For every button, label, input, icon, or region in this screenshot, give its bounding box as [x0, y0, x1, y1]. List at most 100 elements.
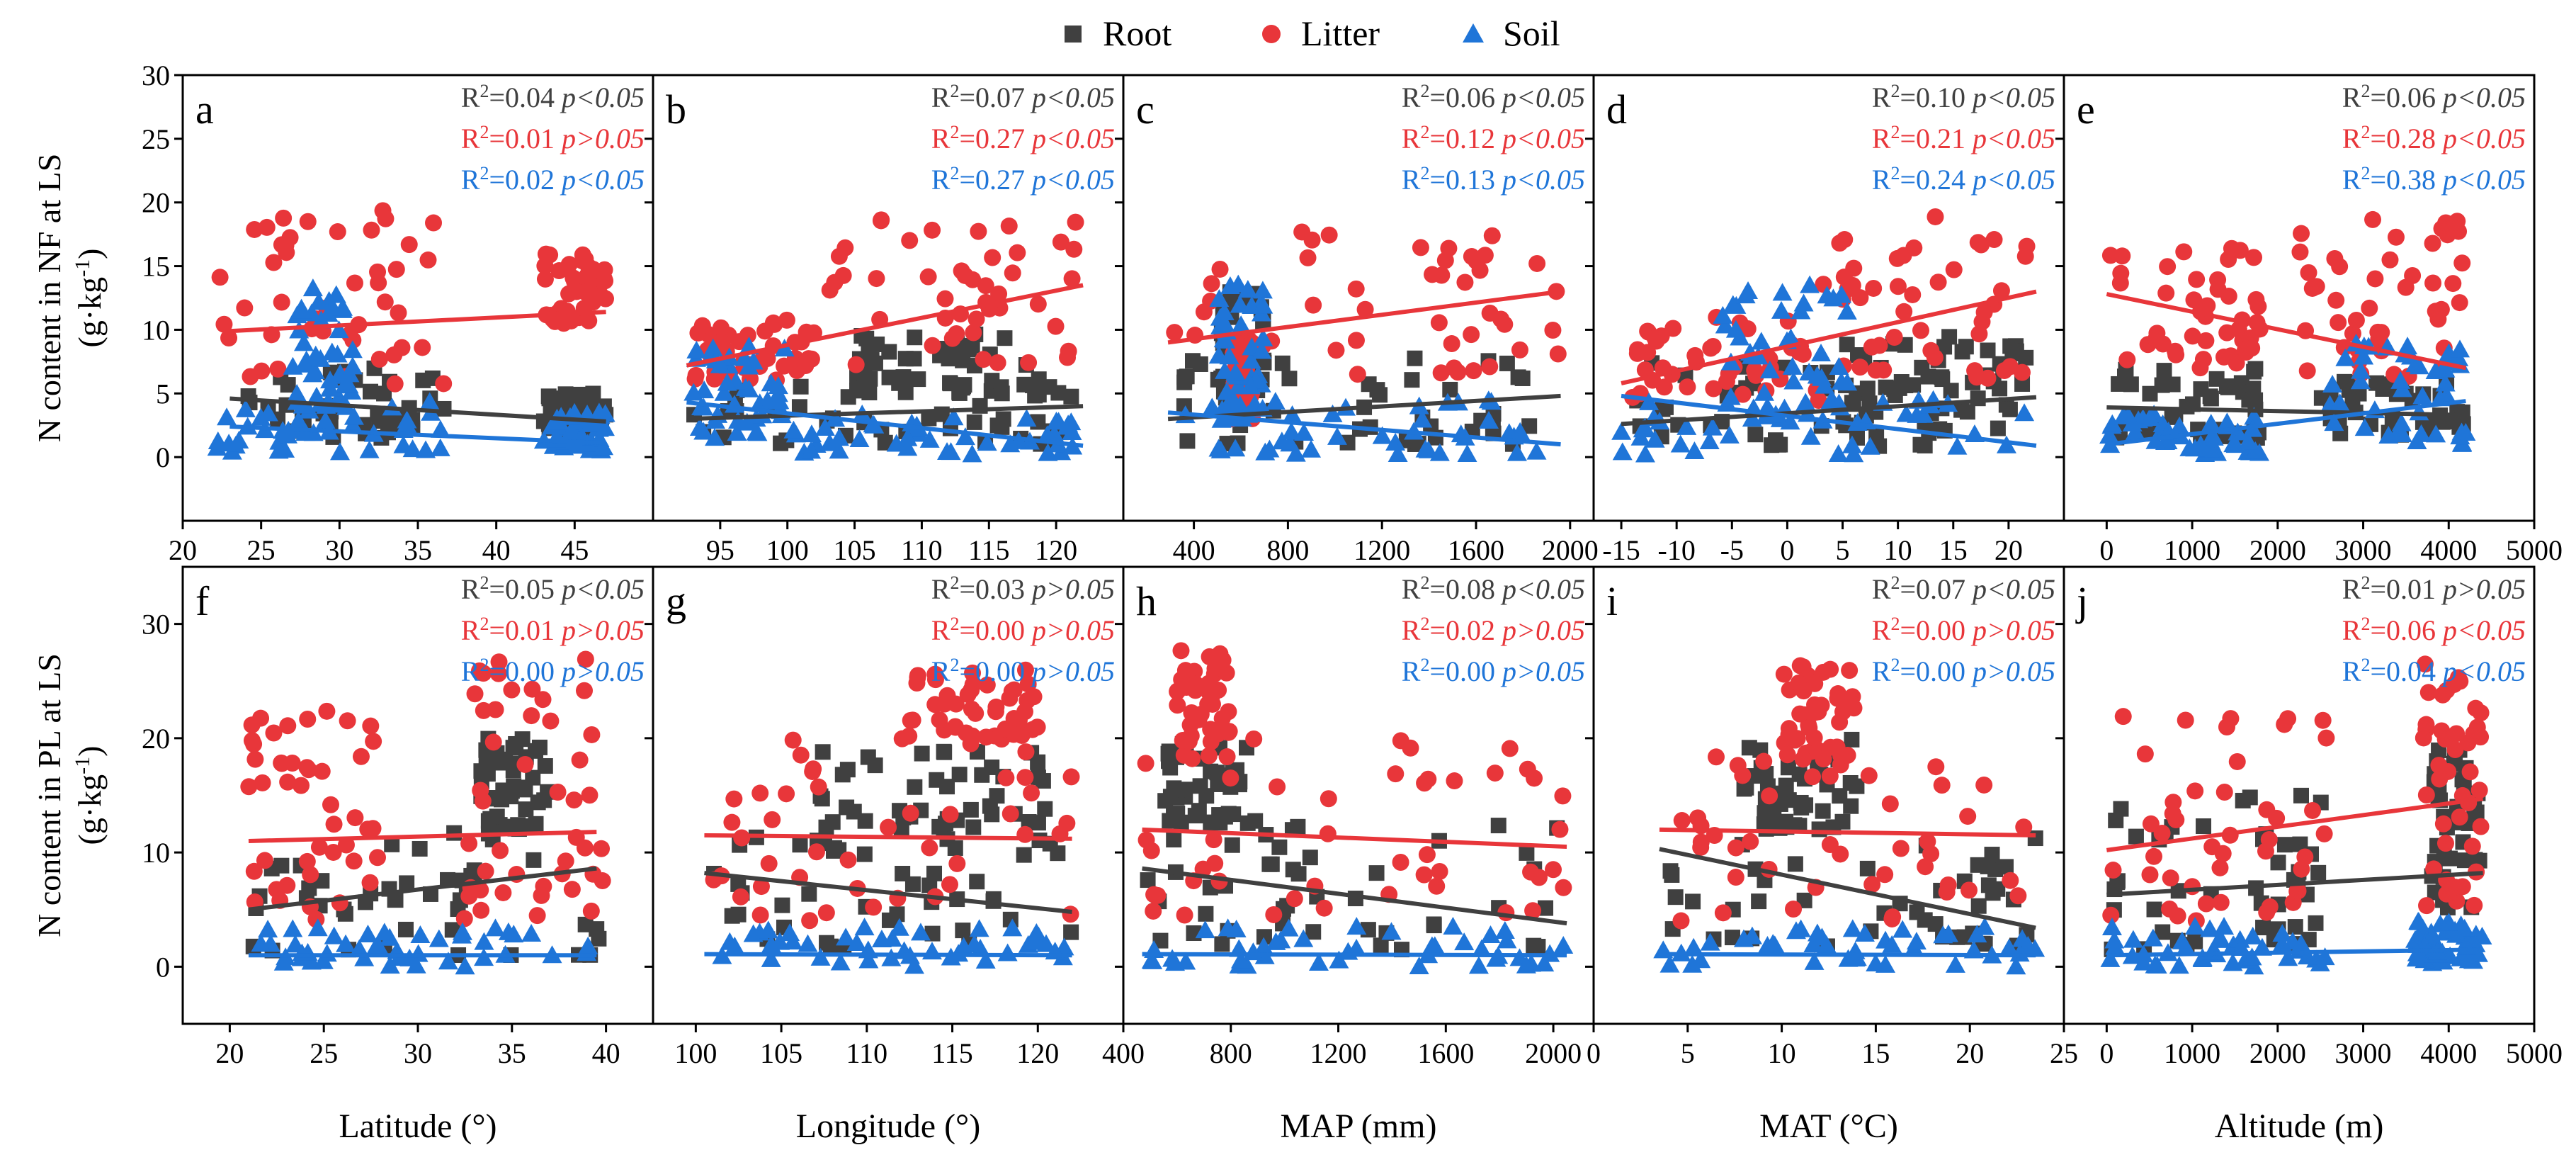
data-point-soil — [295, 354, 316, 373]
data-point-litter — [2331, 258, 2349, 276]
data-point-litter — [2439, 884, 2457, 901]
x-tick-label: 25 — [310, 1037, 338, 1069]
data-point-root — [280, 377, 296, 393]
data-point-litter — [2177, 711, 2194, 729]
data-point-root — [2196, 818, 2212, 835]
data-point-litter — [1432, 364, 1450, 382]
data-point-litter — [1702, 339, 1720, 357]
data-point-root — [1519, 845, 1535, 861]
data-point-root — [2203, 390, 2219, 407]
x-tick-label: 2000 — [2249, 1037, 2306, 1069]
data-point-litter — [1476, 247, 1494, 264]
y-tick-label: 20 — [142, 723, 170, 755]
data-point-soil — [904, 956, 924, 974]
data-point-root — [2142, 385, 2158, 402]
data-point-soil — [1293, 423, 1314, 441]
data-point-root — [1891, 380, 1907, 396]
data-point-litter — [1992, 282, 2010, 300]
stat-annotation: R2=0.38 p<0.05 — [2342, 163, 2526, 196]
data-point-root — [1426, 918, 1442, 934]
legend-marker-soil — [1463, 23, 1484, 43]
data-point-soil — [1252, 281, 1273, 299]
data-point-root — [1166, 832, 1182, 848]
data-point-root — [1224, 837, 1240, 853]
data-point-soil — [2278, 948, 2298, 966]
x-tick-label: 400 — [1102, 1037, 1145, 1069]
data-point-litter — [281, 229, 299, 247]
legend-marker-root — [1065, 26, 1082, 43]
scatter-points — [705, 661, 1080, 974]
data-point-litter — [2453, 254, 2471, 272]
data-point-soil — [1630, 427, 1651, 446]
data-point-litter — [1860, 767, 1878, 784]
data-point-soil — [761, 935, 782, 953]
data-point-soil — [1896, 404, 1917, 422]
data-point-litter — [1917, 858, 1934, 876]
data-point-root — [1063, 924, 1079, 940]
data-point-litter — [1067, 213, 1084, 231]
scatter-points — [1137, 642, 1574, 974]
data-point-soil — [302, 278, 323, 297]
data-point-soil — [1329, 950, 1349, 969]
data-point-root — [1305, 924, 1322, 940]
data-point-soil — [2350, 371, 2371, 390]
stat-annotation: R2=0.27 p<0.05 — [931, 163, 1115, 196]
stat-annotation: R2=0.00 p>0.05 — [931, 655, 1115, 688]
data-point-litter — [1172, 642, 1190, 660]
y-ticks — [2055, 623, 2064, 968]
stat-annotation: R2=0.07 p<0.05 — [1872, 572, 2055, 606]
data-point-litter — [900, 727, 918, 745]
data-point-litter — [2222, 710, 2240, 728]
data-point-litter — [460, 887, 478, 905]
data-point-litter — [1959, 808, 1977, 825]
data-point-root — [1859, 380, 1876, 397]
data-point-litter — [536, 257, 554, 275]
scatter-points — [2100, 655, 2492, 975]
fit-line-root — [1659, 847, 2036, 930]
data-point-soil — [2407, 431, 2427, 449]
data-point-litter — [1483, 227, 1501, 244]
data-point-litter — [712, 319, 730, 337]
fit-line-root — [1167, 393, 1561, 422]
data-point-litter — [1184, 750, 1201, 767]
data-point-litter — [1686, 346, 1704, 364]
data-point-root — [1404, 372, 1420, 388]
data-point-root — [1373, 937, 1389, 954]
data-point-litter — [2009, 887, 2027, 905]
data-point-litter — [2434, 815, 2452, 833]
data-point-soil — [2238, 431, 2259, 450]
data-point-litter — [1975, 303, 1993, 321]
data-point-soil — [1309, 953, 1329, 971]
data-point-soil — [717, 373, 737, 391]
data-point-litter — [1892, 840, 1910, 857]
data-point-root — [1225, 806, 1242, 823]
data-point-litter — [2364, 210, 2382, 228]
data-point-soil — [2388, 421, 2409, 439]
data-point-litter — [2472, 704, 2490, 722]
data-point-litter — [1985, 231, 2003, 249]
data-point-root — [984, 373, 1000, 389]
data-point-soil — [1225, 363, 1246, 381]
data-point-litter — [778, 785, 795, 803]
data-point-litter — [571, 751, 589, 769]
data-point-soil — [1860, 436, 1880, 455]
data-point-litter — [2430, 757, 2448, 774]
stat-annotation: R2=0.27 p<0.05 — [931, 122, 1115, 155]
x-tick-label: 100 — [766, 534, 809, 566]
data-point-litter — [2258, 903, 2276, 921]
data-point-litter — [1456, 273, 1474, 291]
data-point-soil — [2225, 435, 2246, 453]
panel-letter: b — [666, 86, 686, 132]
data-point-root — [528, 816, 544, 832]
data-point-root — [774, 897, 790, 913]
data-point-litter — [2293, 225, 2310, 242]
data-point-litter — [2141, 866, 2159, 884]
data-point-litter — [693, 317, 711, 334]
data-point-litter — [1646, 329, 1664, 347]
x-tick-label: 105 — [834, 534, 876, 566]
data-point-litter — [948, 854, 966, 872]
data-point-litter — [1881, 795, 1899, 813]
data-point-soil — [2412, 386, 2433, 405]
y-axis-unit: (g·kg-1) — [71, 249, 108, 348]
